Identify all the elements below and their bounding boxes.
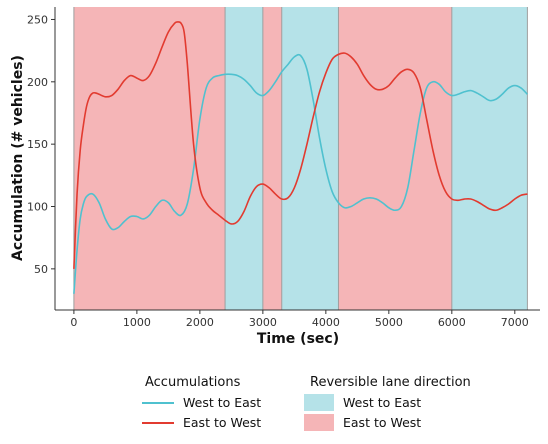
y-tick-label-150: 150 (27, 138, 48, 151)
series-line-west-to-east (73, 53, 528, 294)
y-tick-label-200: 200 (27, 76, 48, 89)
legend-fill-label-west-to-east: West to East (343, 395, 421, 410)
x-tick-label-2000: 2000 (186, 316, 214, 329)
legend-fill-label-east-to-west: East to West (343, 415, 421, 430)
direction-region-1 (225, 7, 263, 310)
legend-fill-east-to-west (304, 414, 334, 431)
legend: Accumulations Reversible lane direction … (142, 375, 471, 431)
y-tick-label-100: 100 (27, 201, 48, 214)
x-tick-label-3000: 3000 (249, 316, 277, 329)
y-tick-label-50: 50 (34, 263, 48, 276)
direction-region-4 (338, 7, 452, 310)
direction-region-2 (262, 7, 282, 310)
direction-region-0 (73, 7, 226, 310)
legend-line-label-west-to-east: West to East (183, 395, 261, 410)
x-tick-label-5000: 5000 (375, 316, 403, 329)
direction-region-5 (451, 7, 528, 310)
x-axis-title: Time (sec) (257, 331, 339, 347)
x-tick-label-7000: 7000 (501, 316, 529, 329)
x-tick-label-1000: 1000 (123, 316, 151, 329)
legend-fill-west-to-east (304, 394, 334, 411)
y-tick-label-250: 250 (27, 13, 48, 26)
legend-accumulations-title: Accumulations (145, 375, 241, 390)
x-tick-label-6000: 6000 (438, 316, 466, 329)
region-boundaries (73, 7, 528, 310)
legend-line-label-east-to-west: East to West (183, 415, 261, 430)
series-lines (73, 21, 528, 294)
y-axis-title: Accumulation (# vehicles) (10, 55, 26, 261)
series-line-east-to-west (73, 21, 528, 269)
legend-direction-title: Reversible lane direction (310, 375, 471, 390)
x-tick-label-0: 0 (70, 316, 77, 329)
x-tick-label-4000: 4000 (312, 316, 340, 329)
direction-regions (73, 7, 528, 310)
direction-region-3 (281, 7, 339, 310)
axes: 0 1000 2000 3000 4000 5000 6000 7000 50 100 150 200… (27, 7, 540, 329)
